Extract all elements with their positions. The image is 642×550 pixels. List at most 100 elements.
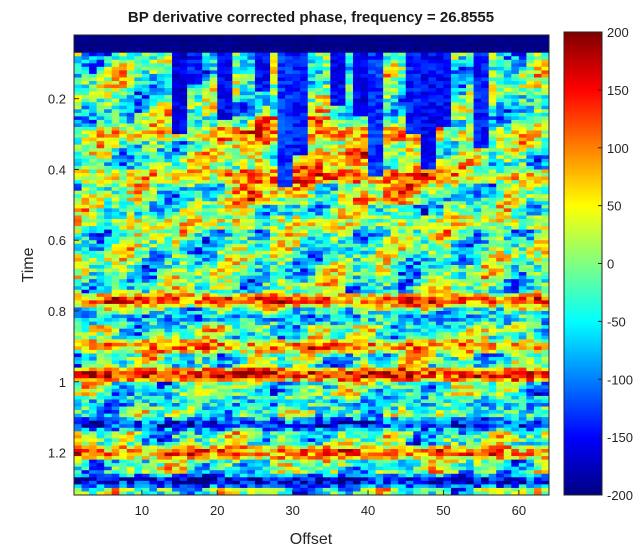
heatmap-cell — [187, 105, 196, 110]
heatmap-cell — [435, 105, 445, 110]
heatmap-cell — [450, 282, 460, 287]
heatmap-cell — [247, 250, 256, 255]
heatmap-cell — [156, 240, 166, 245]
heatmap-cell — [375, 286, 384, 291]
heatmap-cell — [179, 268, 188, 273]
heatmap-cell — [405, 66, 414, 71]
heatmap-cell — [360, 272, 369, 277]
heatmap-cell — [368, 229, 377, 234]
heatmap-cell — [96, 190, 105, 195]
heatmap-cell — [262, 102, 271, 107]
heatmap-cell — [232, 88, 241, 93]
heatmap-cell — [254, 95, 264, 100]
heatmap-cell — [511, 215, 520, 220]
heatmap-cell — [134, 119, 143, 125]
heatmap-cell — [337, 148, 347, 153]
heatmap-cell — [262, 38, 271, 43]
heatmap-cell — [270, 190, 279, 195]
heatmap-cell — [96, 201, 105, 206]
heatmap-cell — [360, 88, 369, 93]
heatmap-cell — [96, 169, 105, 174]
heatmap-cell — [202, 311, 211, 316]
heatmap-cell — [119, 155, 128, 160]
heatmap-cell — [134, 102, 143, 107]
heatmap-cell — [224, 201, 233, 206]
heatmap-cell — [533, 109, 543, 114]
heatmap-cell — [518, 95, 527, 100]
heatmap-cell — [254, 279, 264, 284]
heatmap-cell — [141, 247, 150, 252]
heatmap-cell — [337, 307, 347, 312]
heatmap-cell — [511, 240, 520, 245]
heatmap-cell — [443, 236, 452, 241]
heatmap-cell — [458, 180, 467, 185]
heatmap-cell — [337, 127, 347, 132]
heatmap-cell — [300, 123, 309, 128]
heatmap-cell — [141, 296, 150, 301]
heatmap-cell — [119, 70, 128, 75]
heatmap-cell — [104, 289, 113, 294]
heatmap-cell — [262, 286, 271, 291]
heatmap-cell — [481, 162, 490, 167]
heatmap-cell — [458, 300, 467, 305]
heatmap-cell — [89, 197, 98, 202]
heatmap-cell — [104, 250, 113, 255]
heatmap-cell — [398, 162, 407, 167]
heatmap-cell — [104, 49, 113, 54]
heatmap-cell — [247, 215, 256, 220]
heatmap-cell — [496, 63, 505, 68]
heatmap-cell — [202, 215, 211, 220]
heatmap-cell — [262, 45, 271, 50]
heatmap-cell — [405, 109, 414, 114]
heatmap-cell — [533, 272, 543, 277]
heatmap-cell — [239, 215, 249, 220]
heatmap-cell — [466, 165, 475, 171]
heatmap-cell — [187, 137, 196, 142]
heatmap-cell — [187, 311, 196, 316]
heatmap-cell — [511, 254, 520, 259]
heatmap-cell — [428, 95, 437, 100]
heatmap-cell — [533, 59, 543, 64]
heatmap-cell — [390, 250, 399, 255]
heatmap-cell — [81, 254, 90, 259]
heatmap-cell — [330, 233, 339, 238]
heatmap-cell — [247, 42, 256, 47]
heatmap-cell — [398, 45, 407, 50]
heatmap-cell — [239, 42, 249, 47]
heatmap-cell — [74, 91, 83, 96]
heatmap-cell — [134, 293, 143, 298]
heatmap-cell — [247, 282, 256, 287]
heatmap-cell — [496, 162, 505, 167]
heatmap-cell — [473, 70, 482, 75]
heatmap-cell — [473, 289, 482, 294]
heatmap-cell — [428, 261, 437, 266]
heatmap-cell — [270, 98, 279, 103]
heatmap-cell — [202, 226, 211, 231]
heatmap-cell — [390, 95, 399, 100]
heatmap-cell — [119, 77, 128, 82]
heatmap-cell — [209, 261, 218, 266]
heatmap-cell — [352, 311, 362, 316]
heatmap-cell — [239, 52, 249, 57]
heatmap-cell — [209, 88, 218, 93]
heatmap-cell — [156, 286, 166, 291]
heatmap-cell — [224, 63, 233, 68]
heatmap-cell — [239, 66, 249, 71]
heatmap-cell — [119, 38, 128, 43]
heatmap-cell — [511, 180, 520, 185]
heatmap-cell — [262, 275, 271, 280]
heatmap-cell — [481, 70, 490, 75]
heatmap-cell — [119, 208, 128, 213]
heatmap-cell — [473, 98, 482, 103]
heatmap-cell — [413, 279, 422, 284]
heatmap-cell — [89, 134, 98, 139]
heatmap-cell — [74, 303, 83, 309]
heatmap-cell — [511, 56, 520, 61]
heatmap-cell — [187, 81, 196, 86]
heatmap-cell — [111, 303, 120, 309]
heatmap-cell — [413, 296, 422, 301]
heatmap-cell — [352, 286, 362, 291]
heatmap-cell — [285, 197, 294, 202]
heatmap-cell — [239, 116, 249, 121]
heatmap-cell — [518, 158, 527, 163]
